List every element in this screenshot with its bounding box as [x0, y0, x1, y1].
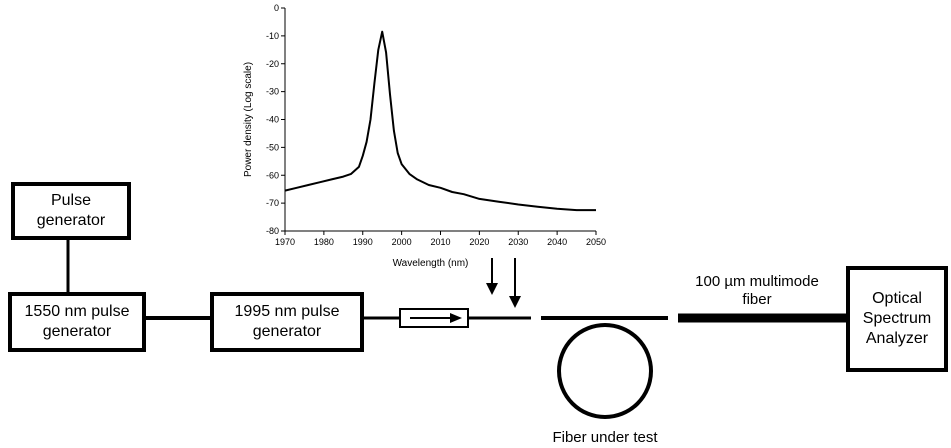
x-axis-label: Wavelength (nm)	[393, 258, 469, 269]
spectrum-measurement-arrow-2	[509, 258, 521, 308]
y-axis-label: Power density (Log scale)	[243, 62, 254, 177]
spectrum-series-line	[284, 30, 596, 212]
x-tick-label: 1990	[353, 237, 373, 247]
optical-spectrum-analyzer-label: Optical Spectrum Analyzer	[862, 290, 932, 347]
fiber-under-test-label: Fiber under test	[552, 429, 658, 446]
pump-1550-label: 1550 nm pulse generator	[24, 303, 130, 340]
x-tick-label: 2040	[547, 237, 567, 247]
x-tick-label: 2030	[508, 237, 528, 247]
y-tick-label: -30	[266, 87, 279, 97]
y-tick-label: -20	[266, 59, 279, 69]
pulse-generator-box: Pulse generator	[11, 182, 131, 240]
y-tick-label: -80	[266, 226, 279, 236]
source-1995-label: 1995 nm pulse generator	[234, 303, 340, 340]
multimode-fiber-label: 100 µm multimode fiber	[695, 273, 819, 308]
x-tick-label: 2010	[430, 237, 450, 247]
fiber-coil	[557, 323, 653, 419]
y-tick-label: -50	[266, 142, 279, 152]
y-tick-label: -70	[266, 198, 279, 208]
pump-1550-box: 1550 nm pulse generator	[8, 292, 146, 352]
x-tick-label: 2020	[469, 237, 489, 247]
x-tick-label: 1980	[314, 237, 334, 247]
optical-spectrum-analyzer-box: Optical Spectrum Analyzer	[846, 266, 948, 372]
x-tick-label: 2000	[392, 237, 412, 247]
y-tick-label: -60	[266, 170, 279, 180]
source-1995-box: 1995 nm pulse generator	[210, 292, 364, 352]
spectrum-measurement-arrow-1	[486, 258, 498, 295]
pulse-generator-label: Pulse generator	[36, 192, 106, 229]
x-tick-label: 1970	[275, 237, 295, 247]
x-tick-label: 2050	[586, 237, 606, 247]
y-tick-label: -10	[266, 31, 279, 41]
y-tick-label: 0	[274, 3, 279, 13]
y-tick-label: -40	[266, 115, 279, 125]
